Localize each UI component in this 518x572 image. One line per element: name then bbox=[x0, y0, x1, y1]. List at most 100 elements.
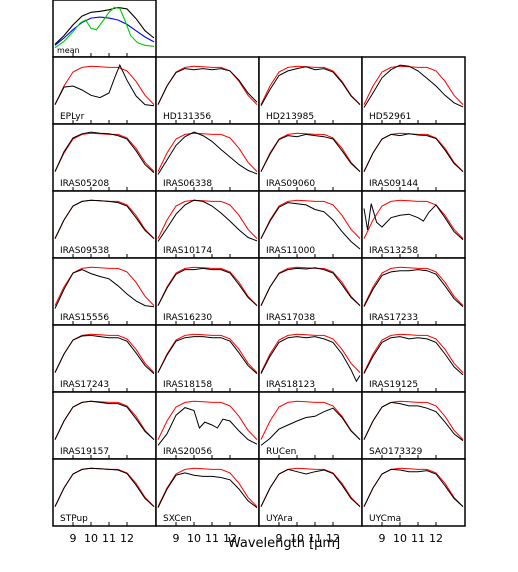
panel-label: IRAS17038 bbox=[266, 313, 315, 323]
panel-label: IRAS09144 bbox=[369, 179, 418, 189]
panel-SXCen: SXCen bbox=[155, 458, 260, 527]
panel-frame bbox=[52, 123, 157, 192]
panel-HD131356: HD131356 bbox=[155, 56, 260, 125]
panel-frame bbox=[52, 190, 157, 259]
template-line bbox=[363, 266, 464, 306]
panel-IRAS05208: IRAS05208 bbox=[52, 123, 157, 192]
panel-IRAS09060: IRAS09060 bbox=[258, 123, 363, 192]
template-line bbox=[157, 467, 258, 507]
mean-series-green bbox=[54, 6, 155, 49]
panel-SAO173329: SAO173329 bbox=[361, 391, 466, 460]
template-line bbox=[157, 333, 258, 373]
panel-label: EPLyr bbox=[60, 112, 85, 122]
template-line bbox=[260, 65, 361, 105]
spectrum-line bbox=[260, 202, 361, 250]
panel-frame bbox=[52, 458, 157, 527]
template-line bbox=[260, 400, 361, 440]
panel-label: IRAS11000 bbox=[266, 246, 315, 256]
panel-IRAS15556: IRAS15556 bbox=[52, 257, 157, 326]
x-tick-label: 11 bbox=[205, 532, 219, 545]
panel-frame bbox=[258, 458, 363, 527]
template-line bbox=[157, 199, 258, 239]
x-axis-label: Wavelength [μm] bbox=[228, 536, 340, 551]
x-axis: 9 10 11 12 9 10 11 12 9 10 11 12 9 10 11 12 bbox=[70, 532, 444, 545]
x-tick-label: 12 bbox=[223, 532, 237, 545]
panel-label: IRAS16230 bbox=[163, 313, 212, 323]
spectrum-line bbox=[363, 336, 464, 376]
panel-IRAS09144: IRAS09144 bbox=[361, 123, 466, 192]
panel-IRAS17233: IRAS17233 bbox=[361, 257, 466, 326]
spectrum-line bbox=[260, 133, 361, 172]
x-tick-label: 11 bbox=[411, 532, 425, 545]
panel-EPLyr: EPLyr bbox=[52, 56, 157, 125]
panel-IRAS17243: IRAS17243 bbox=[52, 324, 157, 393]
panel-IRAS20056: IRAS20056 bbox=[155, 391, 260, 460]
spectrum-line bbox=[54, 269, 155, 309]
panel-label: RUCen bbox=[266, 447, 296, 457]
x-tick-label: 11 bbox=[308, 532, 322, 545]
spectrum-line bbox=[54, 131, 155, 174]
spectrum-line bbox=[363, 401, 464, 442]
mean-series-blue bbox=[54, 16, 155, 46]
spectrum-line bbox=[363, 468, 464, 507]
spectrum-line bbox=[157, 131, 258, 175]
template-line bbox=[260, 333, 361, 373]
panel-label: mean bbox=[57, 46, 80, 55]
spectrum-line bbox=[157, 68, 258, 105]
panel-mean: mean bbox=[52, 0, 157, 58]
spectrum-line bbox=[54, 334, 155, 375]
spectrum-line bbox=[363, 133, 464, 172]
spectrum-line bbox=[157, 267, 258, 306]
panel-IRAS09538: IRAS09538 bbox=[52, 190, 157, 259]
spectrum-line bbox=[157, 336, 258, 375]
mean-series-black bbox=[54, 6, 155, 45]
panel-RUCen: RUCen bbox=[258, 391, 363, 460]
spectrum-line bbox=[54, 63, 155, 107]
panel-UYAra: UYAra bbox=[258, 458, 363, 527]
template-line bbox=[363, 65, 464, 105]
panel-label: IRAS13258 bbox=[369, 246, 418, 256]
panel-label: IRAS19125 bbox=[369, 380, 418, 390]
panel-label: SAO173329 bbox=[369, 447, 423, 457]
spectrum-line bbox=[260, 267, 361, 306]
panel-frame bbox=[155, 56, 260, 125]
x-tick-label: 12 bbox=[120, 532, 134, 545]
panel-label: IRAS06338 bbox=[163, 179, 212, 189]
spectrum-line bbox=[54, 199, 155, 239]
panel-frame bbox=[155, 391, 260, 460]
spectrum-line bbox=[363, 203, 464, 241]
x-tick-label: 10 bbox=[290, 532, 304, 545]
panel-label: HD213985 bbox=[266, 112, 314, 122]
template-line bbox=[157, 266, 258, 306]
x-tick-label: 12 bbox=[326, 532, 340, 545]
panel-frame bbox=[361, 458, 466, 527]
spectrum-line bbox=[54, 467, 155, 507]
panel-label: UYCma bbox=[369, 514, 401, 524]
panel-frame bbox=[52, 56, 157, 125]
spectrum-line bbox=[260, 468, 361, 507]
panel-label: IRAS09060 bbox=[266, 179, 315, 189]
template-line bbox=[157, 400, 258, 440]
panel-frame bbox=[258, 391, 363, 460]
template-line bbox=[363, 333, 464, 373]
panel-STPup: STPup bbox=[52, 458, 157, 527]
x-tick-label: 9 bbox=[379, 532, 386, 545]
panel-IRAS13258: IRAS13258 bbox=[361, 190, 466, 259]
panel-IRAS16230: IRAS16230 bbox=[155, 257, 260, 326]
x-tick-label: 9 bbox=[276, 532, 283, 545]
panel-label: IRAS09538 bbox=[60, 246, 109, 256]
x-tick-label: 10 bbox=[84, 532, 98, 545]
spectrum-line bbox=[157, 472, 258, 509]
spectrum-line bbox=[260, 407, 361, 446]
panel-HD52961: HD52961 bbox=[361, 56, 466, 125]
panel-UYCma: UYCma bbox=[361, 458, 466, 527]
template-line bbox=[54, 65, 155, 105]
x-tick-label: 9 bbox=[173, 532, 180, 545]
panel-label: UYAra bbox=[266, 514, 293, 524]
panel-label: IRAS17233 bbox=[369, 313, 418, 323]
panel-label: IRAS18158 bbox=[163, 380, 212, 390]
panel-label: IRAS05208 bbox=[60, 179, 109, 189]
panel-label: STPup bbox=[60, 514, 88, 524]
panel-IRAS18158: IRAS18158 bbox=[155, 324, 260, 393]
